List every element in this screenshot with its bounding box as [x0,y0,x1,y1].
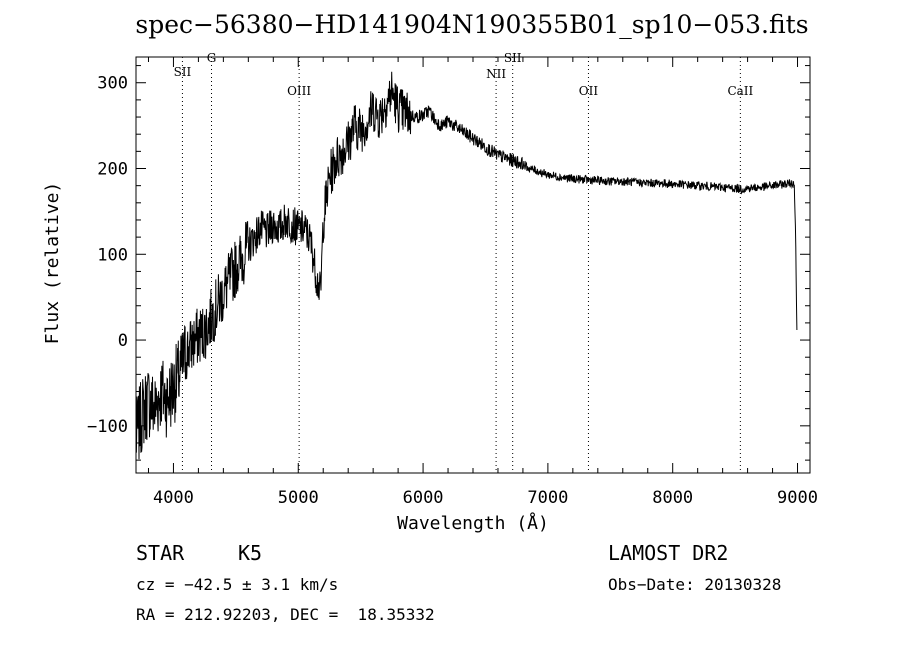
x-tick-label: 8000 [652,488,693,508]
spectral-line-label: CaII [727,84,753,98]
y-tick-label: 100 [97,245,128,265]
info-block: STAR K5 LAMOST DR2 cz = −42.5 ± 3.1 km/s… [136,541,781,624]
spectral-line-label: OII [579,84,599,98]
spectral-line-label: SII [504,51,522,65]
x-tick-label: 7000 [527,488,568,508]
y-axis-label: Flux (relative) [42,182,63,345]
object-class: STAR [136,541,185,565]
spectral-line-label: G [207,51,217,65]
survey-label: LAMOST DR2 [608,541,728,565]
spectral-line-label: NII [486,67,506,81]
x-tick-label: 5000 [278,488,319,508]
spectral-line-label: OIII [287,84,311,98]
axes-layer: 4000 5000 6000 7000 8000 9000 −100 0 100 200 300 [87,57,818,508]
series-layer [135,71,798,460]
spectral-line-markers: SII G OIII NII SII OII CaII [174,51,754,473]
chart-title: spec−56380−HD141904N190355B01_sp10−053.f… [135,10,808,39]
spectral-line-label: SII [174,65,192,79]
y-tick-label: −100 [87,417,128,437]
y-tick-label: 300 [97,74,128,94]
ra-dec: RA = 212.92203, DEC = 18.35332 [136,605,435,624]
x-tick-label: 6000 [403,488,444,508]
obs-date: Obs−Date: 20130328 [608,575,781,594]
y-tick-label: 0 [118,331,128,351]
x-axis-label: Wavelength (Å) [397,512,549,534]
x-tick-label: 4000 [153,488,194,508]
redshift-cz: cz = −42.5 ± 3.1 km/s [136,575,338,594]
spectrum-line [135,71,798,460]
y-tick-label: 200 [97,160,128,180]
x-tick-label: 9000 [777,488,818,508]
object-subclass: K5 [238,541,262,565]
